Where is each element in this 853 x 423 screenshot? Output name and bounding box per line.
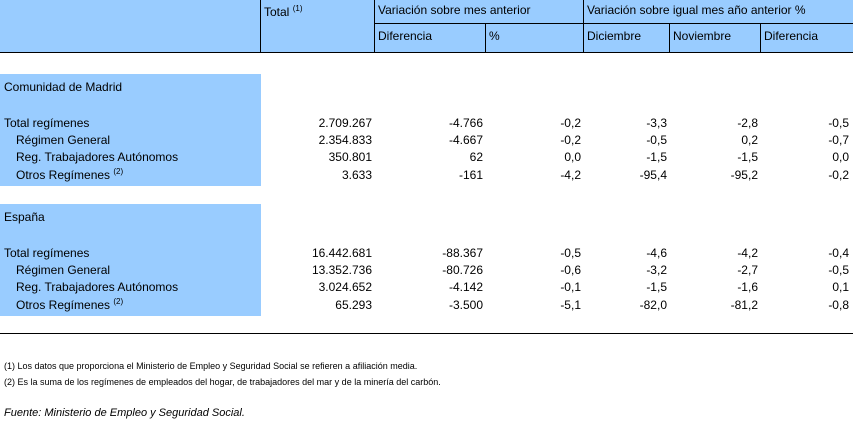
- cell-pct-month: -0,5: [560, 246, 581, 260]
- header-divider: [583, 0, 584, 52]
- row-label-note: (2): [113, 167, 124, 176]
- cell-pct-month: -0,2: [560, 133, 581, 147]
- cell-total: 2.709.267: [318, 116, 372, 130]
- table-bottom-rule: [0, 333, 853, 334]
- row-label: Otros Regímenes (2): [16, 297, 124, 313]
- header-sub-noviembre: Noviembre: [673, 29, 732, 43]
- cell-nov: -2,8: [737, 116, 758, 130]
- row-label: Régimen General: [16, 133, 111, 147]
- table-header: [0, 0, 853, 52]
- row-label: Otros Regímenes (2): [16, 167, 124, 183]
- header-total-note: (1): [292, 4, 303, 13]
- cell-dif-year: -0,8: [828, 298, 849, 312]
- cell-nov: -1,6: [737, 280, 758, 294]
- cell-nov: 0,2: [741, 133, 758, 147]
- header-total: Total (1): [264, 4, 303, 20]
- header-divider: [260, 0, 261, 52]
- header-divider: [0, 52, 853, 53]
- header-divider: [485, 24, 486, 52]
- cell-dif-year: 0,0: [832, 150, 849, 164]
- section-title-madrid: Comunidad de Madrid: [4, 80, 123, 94]
- label-column-espana: [0, 204, 261, 316]
- cell-dif-year: -0,2: [828, 168, 849, 182]
- cell-dif-year: -0,4: [828, 246, 849, 260]
- cell-dif-month: -88.367: [442, 246, 483, 260]
- header-sub-percent: %: [489, 29, 500, 43]
- header-group-month: Variación sobre mes anterior: [378, 3, 531, 17]
- source-note: Fuente: Ministerio de Empleo y Seguridad…: [4, 407, 245, 419]
- cell-total: 3.633: [341, 168, 372, 182]
- header-sub-diferencia-year: Diferencia: [764, 29, 819, 43]
- cell-dif-year: -0,5: [828, 263, 849, 277]
- cell-dif-year: 0,1: [832, 280, 849, 294]
- cell-total: 65.293: [335, 298, 372, 312]
- cell-dif-month: -4.766: [448, 116, 483, 130]
- cell-nov: -4,2: [737, 246, 758, 260]
- cell-dic: -0,5: [646, 133, 667, 147]
- cell-dic: -1,5: [646, 280, 667, 294]
- cell-pct-month: -4,2: [560, 168, 581, 182]
- cell-total: 2.354.833: [318, 133, 372, 147]
- header-sub-diferencia: Diferencia: [378, 29, 433, 43]
- table-row: Otros Regímenes (2) 65.293 -3.500 -5,1 -…: [0, 297, 853, 314]
- header-divider: [374, 0, 375, 52]
- cell-dif-month: -161: [458, 168, 483, 182]
- footnote-2: (2) Es la suma de los regímenes de emple…: [4, 377, 441, 387]
- header-divider: [374, 23, 853, 24]
- cell-dic: -95,4: [639, 168, 667, 182]
- cell-pct-month: -0,1: [560, 280, 581, 294]
- row-label: Reg. Trabajadores Autónomos: [16, 280, 179, 294]
- header-divider: [760, 24, 761, 52]
- row-label: Total regímenes: [4, 116, 90, 130]
- cell-total: 3.024.652: [318, 280, 372, 294]
- cell-nov: -81,2: [730, 298, 758, 312]
- cell-nov: -2,7: [737, 263, 758, 277]
- cell-dic: -4,6: [646, 246, 667, 260]
- cell-dic: -82,0: [639, 298, 667, 312]
- footnote-1: (1) Los datos que proporciona el Ministe…: [4, 361, 418, 371]
- cell-nov: -95,2: [730, 168, 758, 182]
- row-label-note: (2): [113, 297, 124, 306]
- table-row: Reg. Trabajadores Autónomos 3.024.652 -4…: [0, 279, 853, 296]
- section-title-espana: España: [4, 210, 45, 224]
- table-row: Total regímenes 2.709.267 -4.766 -0,2 -3…: [0, 115, 853, 132]
- cell-total: 350.801: [328, 150, 372, 164]
- cell-pct-month: -0,2: [560, 116, 581, 130]
- cell-pct-month: -5,1: [560, 298, 581, 312]
- table-row: Otros Regímenes (2) 3.633 -161 -4,2 -95,…: [0, 167, 853, 184]
- row-label: Régimen General: [16, 263, 111, 277]
- cell-dic: -1,5: [646, 150, 667, 164]
- cell-dif-month: -4.142: [448, 280, 483, 294]
- cell-dic: -3,2: [646, 263, 667, 277]
- cell-dif-year: -0,7: [828, 133, 849, 147]
- table-row: Régimen General 2.354.833 -4.667 -0,2 -0…: [0, 132, 853, 149]
- table-row: Reg. Trabajadores Autónomos 350.801 62 0…: [0, 149, 853, 166]
- row-label: Total regímenes: [4, 246, 90, 260]
- header-divider: [669, 24, 670, 52]
- cell-total: 13.352.736: [311, 263, 372, 277]
- cell-dif-month: 62: [469, 150, 483, 164]
- header-sub-diciembre: Diciembre: [587, 29, 642, 43]
- header-group-year: Variación sobre igual mes año anterior %: [587, 3, 806, 17]
- row-label: Reg. Trabajadores Autónomos: [16, 150, 179, 164]
- cell-pct-month: 0,0: [564, 150, 581, 164]
- cell-dif-year: -0,5: [828, 116, 849, 130]
- cell-pct-month: -0,6: [560, 263, 581, 277]
- cell-total: 16.442.681: [311, 246, 372, 260]
- cell-dic: -3,3: [646, 116, 667, 130]
- cell-nov: -1,5: [737, 150, 758, 164]
- label-column-madrid: [0, 74, 261, 186]
- table-row: Régimen General 13.352.736 -80.726 -0,6 …: [0, 262, 853, 279]
- cell-dif-month: -3.500: [448, 298, 483, 312]
- cell-dif-month: -4.667: [448, 133, 483, 147]
- cell-dif-month: -80.726: [442, 263, 483, 277]
- table-row: Total regímenes 16.442.681 -88.367 -0,5 …: [0, 245, 853, 262]
